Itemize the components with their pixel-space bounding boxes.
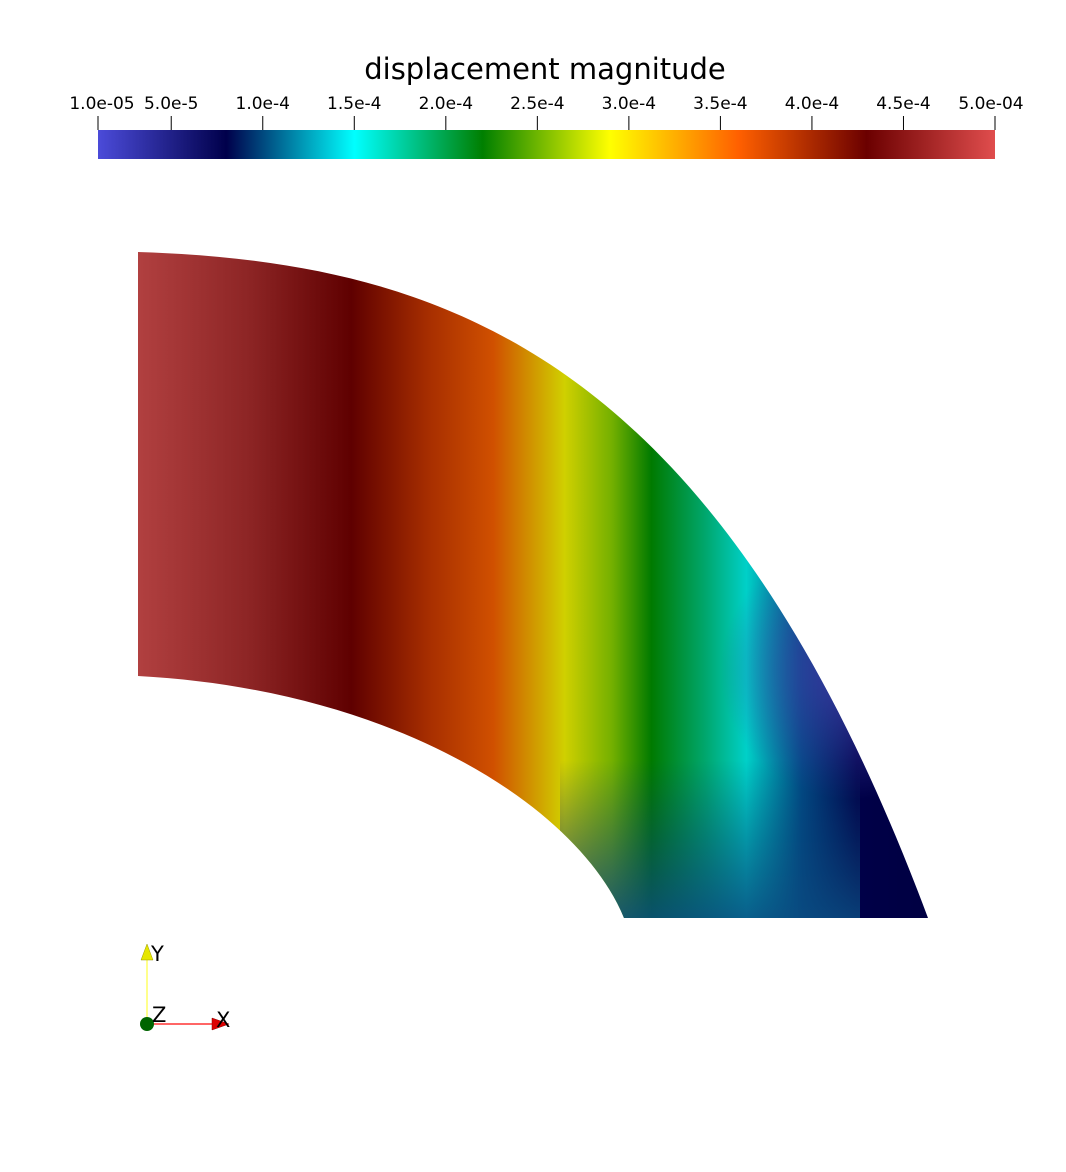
scalar-bar-tick-label: 2.5e-4 xyxy=(510,94,564,114)
mesh-shading-bottom xyxy=(560,760,860,918)
scalar-bar-tick-label: 5.0e-04 xyxy=(958,94,1023,114)
x-axis-arrow-icon xyxy=(211,1017,230,1031)
scalar-bar-title: displacement magnitude xyxy=(364,52,726,86)
scalar-bar-tick-label: 1.0e-05 xyxy=(69,94,134,114)
scalar-bar-tick-label: 3.5e-4 xyxy=(693,94,747,114)
scalar-bar-tick-label: 4.0e-4 xyxy=(785,94,839,114)
scalar-bar-tick-label: 4.5e-4 xyxy=(876,94,930,114)
displacement-mesh[interactable] xyxy=(130,240,940,930)
scalar-bar-tick-label: 5.0e-5 xyxy=(144,94,198,114)
z-axis-dot-icon xyxy=(140,1017,154,1031)
scalar-bar-tick-label: 3.0e-4 xyxy=(602,94,656,114)
scalar-bar-tick-label: 1.5e-4 xyxy=(327,94,381,114)
scalar-bar-tick-label: 2.0e-4 xyxy=(419,94,473,114)
scalar-bar-gradient xyxy=(98,130,995,159)
scalar-bar-ticks: 1.0e-05 5.0e-5 1.0e-4 1.5e-4 2.0e-4 2.5e-4 3.0… xyxy=(69,94,1024,130)
y-axis-label: Y xyxy=(150,942,164,966)
z-axis-label: Z xyxy=(152,1003,166,1027)
orientation-axes: Y X Z xyxy=(140,942,230,1032)
scalar-bar-tick-label: 1.0e-4 xyxy=(236,94,290,114)
x-axis-label: X xyxy=(216,1008,230,1032)
scalar-bar-legend: displacement magnitude 1.0e-05 5.0e-5 1.0e… xyxy=(69,52,1024,159)
y-axis-arrow-icon xyxy=(140,943,154,961)
